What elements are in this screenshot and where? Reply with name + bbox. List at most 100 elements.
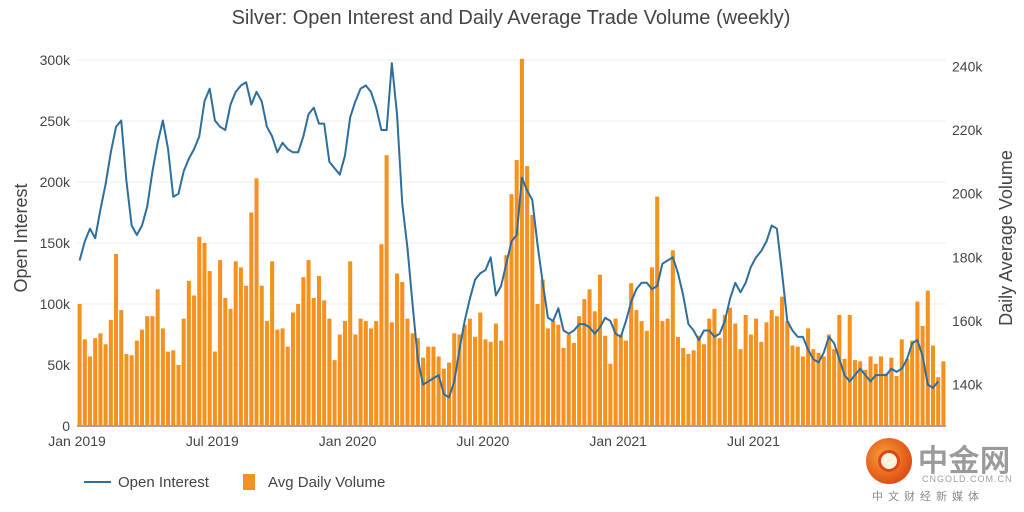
volume-bar [270,261,275,426]
watermark-name: 中金网 [918,444,1011,479]
volume-bar [858,361,863,426]
volume-bar [296,304,301,426]
volume-bar [223,297,228,426]
volume-bar [759,341,764,426]
volume-bar [166,351,171,426]
volume-bar [821,356,826,426]
volume-bar [431,346,436,426]
volume-bar [806,328,811,426]
volume-bar [832,349,837,426]
y2-tick-label: 140k [952,377,983,393]
volume-bar [743,314,748,426]
volume-bar [566,334,571,426]
volume-bar [322,300,327,426]
volume-bar [717,338,722,426]
volume-bar [811,349,816,426]
volume-bar [702,344,707,426]
y2-tick-label: 180k [952,249,983,265]
volume-bar [525,166,530,426]
volume-bar [608,363,613,426]
volume-bar [868,356,873,426]
volume-bar [337,334,342,426]
volume-bar [603,335,608,426]
volume-bar [597,274,602,426]
x-tick-label: Jan 2020 [319,433,377,449]
y2-tick-label: 200k [952,186,983,202]
volume-bar [290,312,295,426]
volume-bar [675,336,681,426]
volume-bar [540,279,545,426]
volume-bar [192,295,197,426]
x-axis: Jan 2019 Jul 2019 Jan 2020 Jul 2020 Jan 2021… [48,433,780,449]
volume-bar [556,324,561,426]
volume-bar [348,261,353,426]
x-tick-label: Jul 2020 [456,433,509,449]
volume-bar [634,310,639,426]
volume-bar [551,321,556,426]
volume-bar [696,335,701,426]
legend[interactable]: Open Interest Avg Daily Volume [84,474,385,491]
volume-bar [176,365,181,426]
legend-label-open-interest: Open Interest [118,474,210,491]
volume-bar [665,318,670,426]
y2-tick-label: 220k [952,122,983,138]
volume-bar [462,324,467,426]
volume-bar [649,267,655,426]
volume-bar [499,340,504,426]
y-tick-label: 250k [40,113,71,129]
volume-bar [655,196,660,426]
volume-bar [363,321,368,426]
y-axis-right: 140k 160k 180k 200k 220k 240k [952,58,983,392]
volume-bar [150,316,155,426]
volume-bar [145,316,150,426]
volume-bar [306,260,311,426]
y-tick-label: 100k [40,296,71,312]
volume-bar [400,282,405,426]
x-tick-label: Jan 2019 [48,433,106,449]
volume-bar [795,346,800,426]
volume-bar [623,340,629,426]
volume-bar [368,328,374,426]
volume-bar [670,250,675,426]
volume-bar [587,289,592,426]
volume-bar [582,299,587,426]
volume-bar [800,356,805,426]
volume-bar [426,346,431,426]
volume-bar [878,356,883,426]
volume-bar [884,373,889,426]
x-tick-label: Jan 2021 [589,433,647,449]
volume-bar [384,155,389,426]
volume-bar [457,334,462,426]
volume-bar [816,352,821,426]
volume-bar [124,354,129,426]
volume-bar [842,358,847,426]
volume-bar [873,363,878,426]
volume-bar [233,261,238,426]
volume-bar [379,244,384,426]
volume-bar [519,58,524,426]
volume-bar [728,307,733,426]
open-interest-line [78,62,939,399]
volume-bar [87,356,93,426]
volume-bar [785,321,790,426]
watermark-domain: CNGOLD.COM.CN [922,474,1013,484]
volume-bar [467,318,472,426]
volume-bar [311,297,316,426]
open-interest-series-line [78,62,939,399]
volume-bar [545,328,550,426]
volume-bar [342,321,348,426]
volume-bar [207,271,212,426]
y-axis-left: 0 50k 100k 150k 200k 250k 300k [40,52,71,434]
y-tick-label: 50k [47,357,71,373]
volume-bar [774,316,779,426]
legend-label-avg-daily-volume: Avg Daily Volume [268,474,385,491]
volume-bar [483,339,488,426]
volume-bar [98,333,103,426]
volume-bar [733,323,738,426]
volume-bar [910,340,915,426]
x-tick-label: Jul 2021 [727,433,780,449]
volume-bar [722,314,727,426]
volume-bar [275,329,280,426]
volume-bar [535,304,540,426]
